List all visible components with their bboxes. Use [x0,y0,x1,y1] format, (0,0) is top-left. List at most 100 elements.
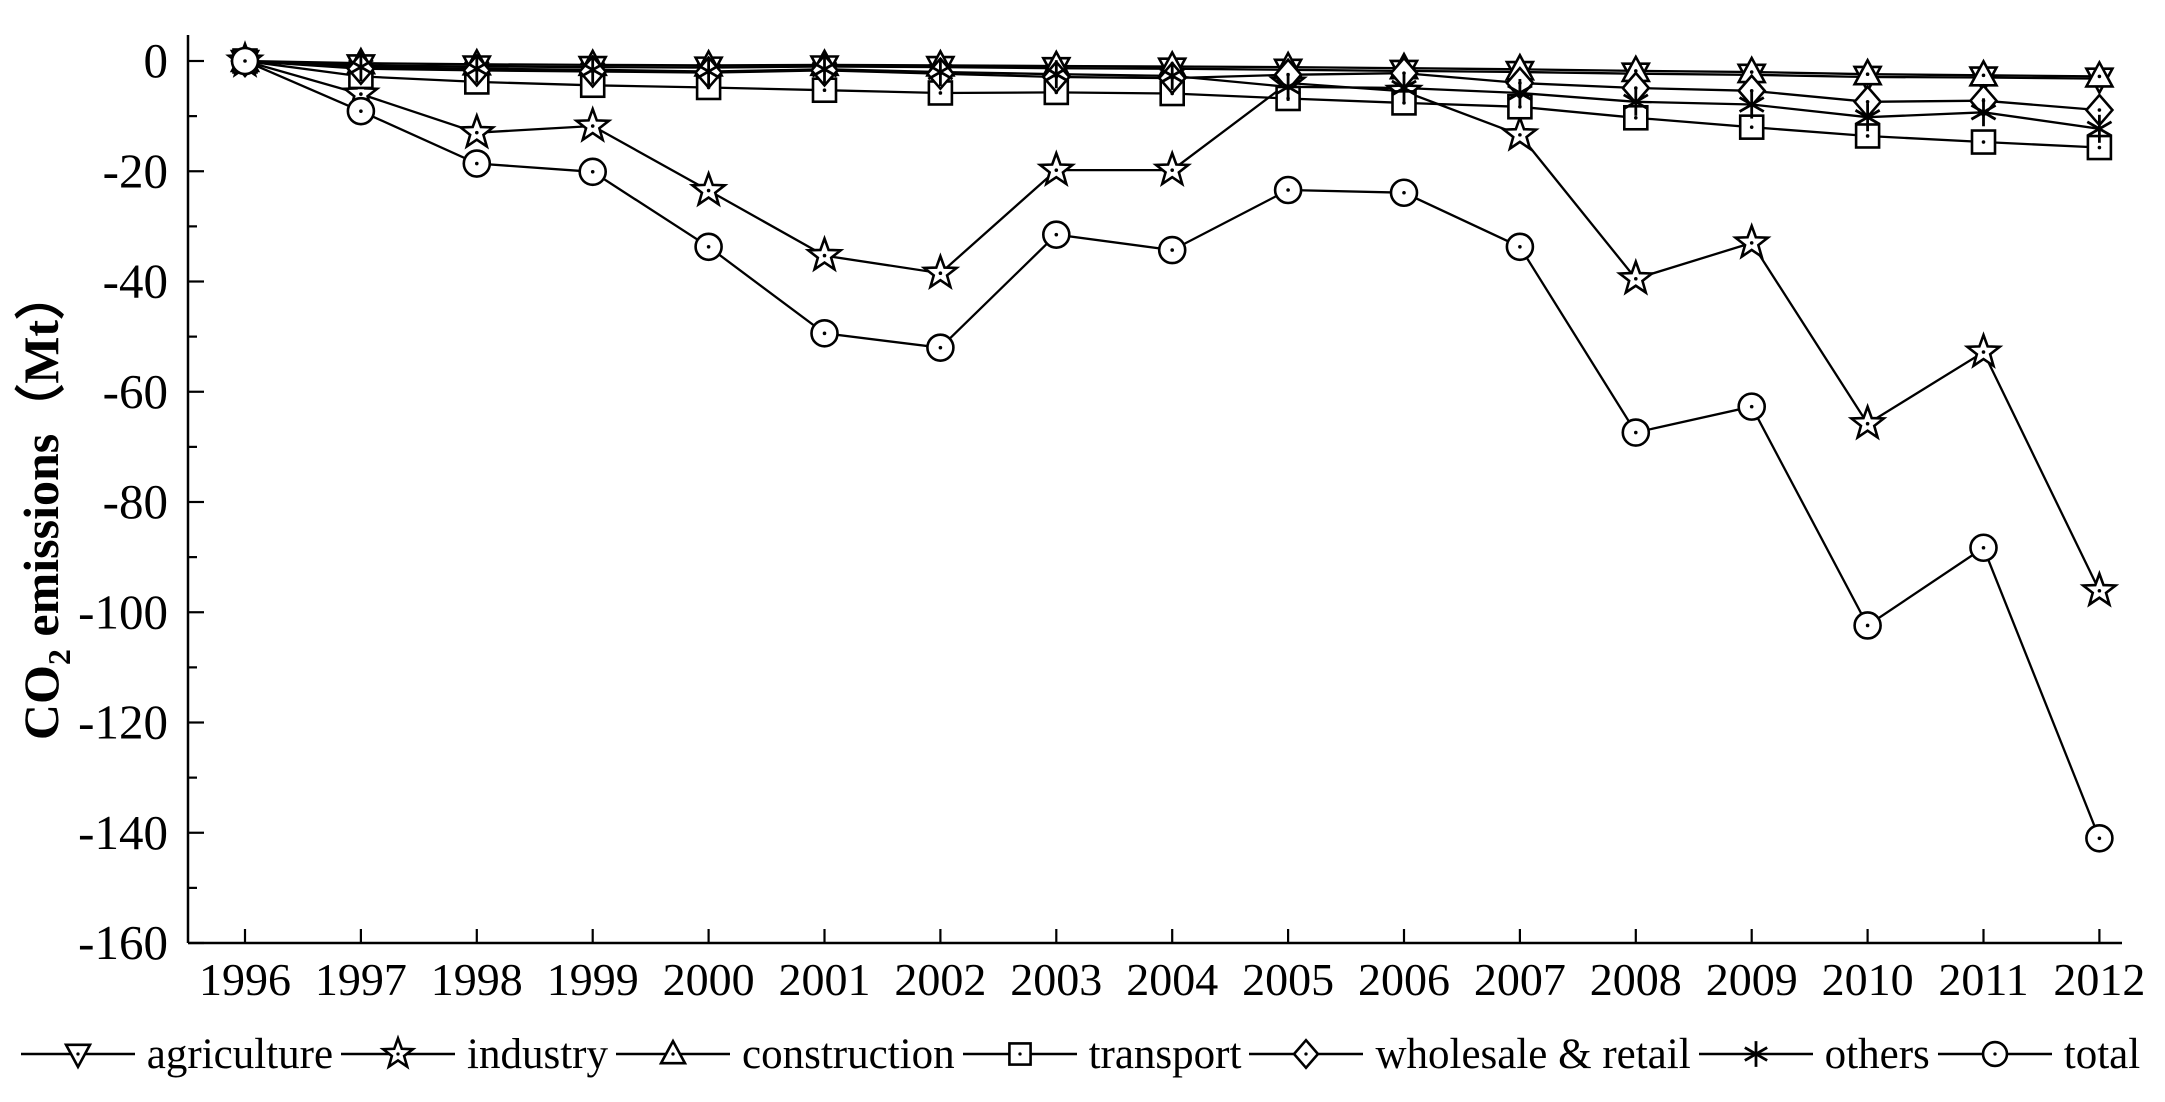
y-tick-label: -80 [103,474,168,529]
marker-circle [1737,392,1766,421]
marker-star [804,234,845,273]
marker-circle [346,96,376,126]
legend-item-total: total [1936,1030,2146,1078]
legend-item-construction: construction [614,1030,961,1078]
chart-legend: agriculture industry construction transport… [0,1014,2165,1094]
triangle-down-legend-icon [20,1043,135,1070]
legend-label: transport [1088,1030,1242,1078]
marker-square [1007,1042,1032,1066]
marker-triangle-up [2084,59,2115,88]
marker-circle [1157,235,1187,265]
marker-star [1036,149,1077,187]
marker-asterisk [1275,72,1301,101]
marker-asterisk [579,55,606,84]
marker-asterisk [1043,60,1070,89]
x-tick-label: 1999 [547,954,639,1005]
x-tick-label: 2006 [1358,954,1450,1005]
y-tick-label: -140 [78,805,168,860]
marker-star [572,105,613,143]
x-tick-label: 2002 [894,954,986,1005]
diamond-legend-icon [1249,1038,1364,1070]
x-tick-label: 1997 [315,954,407,1005]
marker-circle [810,319,839,348]
marker-diamond [1292,1038,1321,1070]
marker-star [1152,149,1192,187]
marker-asterisk [463,54,490,83]
legend-item-transport: transport [961,1030,1248,1078]
y-tick-label: -60 [103,364,168,419]
circle-legend-icon [1937,1040,2052,1068]
x-tick-label: 2004 [1126,954,1218,1005]
marker-star [1847,402,1888,441]
marker-asterisk [1622,87,1649,116]
x-tick-label: 2008 [1590,954,1682,1005]
marker-star [457,111,497,150]
y-axis-title: CO2 emissions（Mt） [13,270,77,740]
x-tick-label: 2011 [1938,954,2028,1005]
marker-star [1963,331,2004,369]
marker-asterisk [1738,90,1765,119]
marker-square [1854,123,1881,149]
legend-label: industry [467,1030,608,1078]
marker-asterisk [695,57,722,86]
legend-item-wholesale-retail: wholesale & retail [1247,1030,1696,1078]
marker-asterisk [348,53,374,82]
x-tick-label: 2007 [1474,954,1566,1005]
marker-asterisk [1743,1041,1768,1067]
marker-asterisk [1854,103,1881,132]
x-tick-label: 2003 [1010,954,1102,1005]
legend-label: construction [742,1030,955,1078]
marker-circle [1505,232,1535,262]
marker-triangle-up [658,1038,688,1065]
marker-circle [578,157,608,187]
marker-star [379,1034,417,1070]
legend-label: agriculture [146,1030,334,1078]
marker-square [1738,114,1765,140]
series-line-industry [244,59,2101,592]
marker-asterisk [1507,78,1533,107]
y-tick-label: -120 [78,695,168,750]
x-tick-label: 2001 [779,954,871,1005]
y-tick-label: -20 [103,143,168,198]
marker-star [688,169,729,208]
x-tick-label: 2005 [1242,954,1334,1005]
marker-circle [694,232,723,262]
triangle-up-legend-icon [616,1038,730,1065]
legend-item-industry: industry [339,1030,614,1078]
legend-item-agriculture: agriculture [19,1030,339,1078]
marker-asterisk [2086,114,2113,143]
marker-triangle-up [1852,57,1883,86]
x-tick-label: 2012 [2053,954,2145,1005]
marker-square [1970,129,1997,155]
x-tick-label: 2000 [663,954,755,1005]
marker-circle [230,46,260,76]
marker-star [1616,257,1656,296]
marker-circle [1042,220,1071,249]
star-legend-icon [341,1034,456,1070]
marker-circle [1969,533,1998,563]
marker-asterisk [927,58,954,87]
marker-star [1731,222,1772,260]
marker-circle [462,149,492,178]
x-tick-label: 1998 [431,954,523,1005]
marker-star [2079,569,2120,608]
marker-asterisk [811,55,838,84]
marker-circle [1273,175,1303,205]
legend-label: total [2063,1030,2141,1078]
marker-circle [1853,611,1882,640]
y-tick-label: -100 [78,584,168,639]
marker-circle [1621,418,1651,447]
marker-circle [926,333,955,362]
marker-triangle-down [63,1043,92,1070]
legend-label: wholesale & retail [1375,1030,1691,1078]
marker-asterisk [1159,61,1186,90]
marker-asterisk [1391,74,1417,103]
marker-star [1500,114,1540,152]
square-legend-icon [962,1042,1077,1066]
marker-circle [2085,823,2114,853]
marker-circle [1389,178,1419,208]
marker-star [920,252,961,291]
asterisk-legend-icon [1698,1041,1813,1067]
